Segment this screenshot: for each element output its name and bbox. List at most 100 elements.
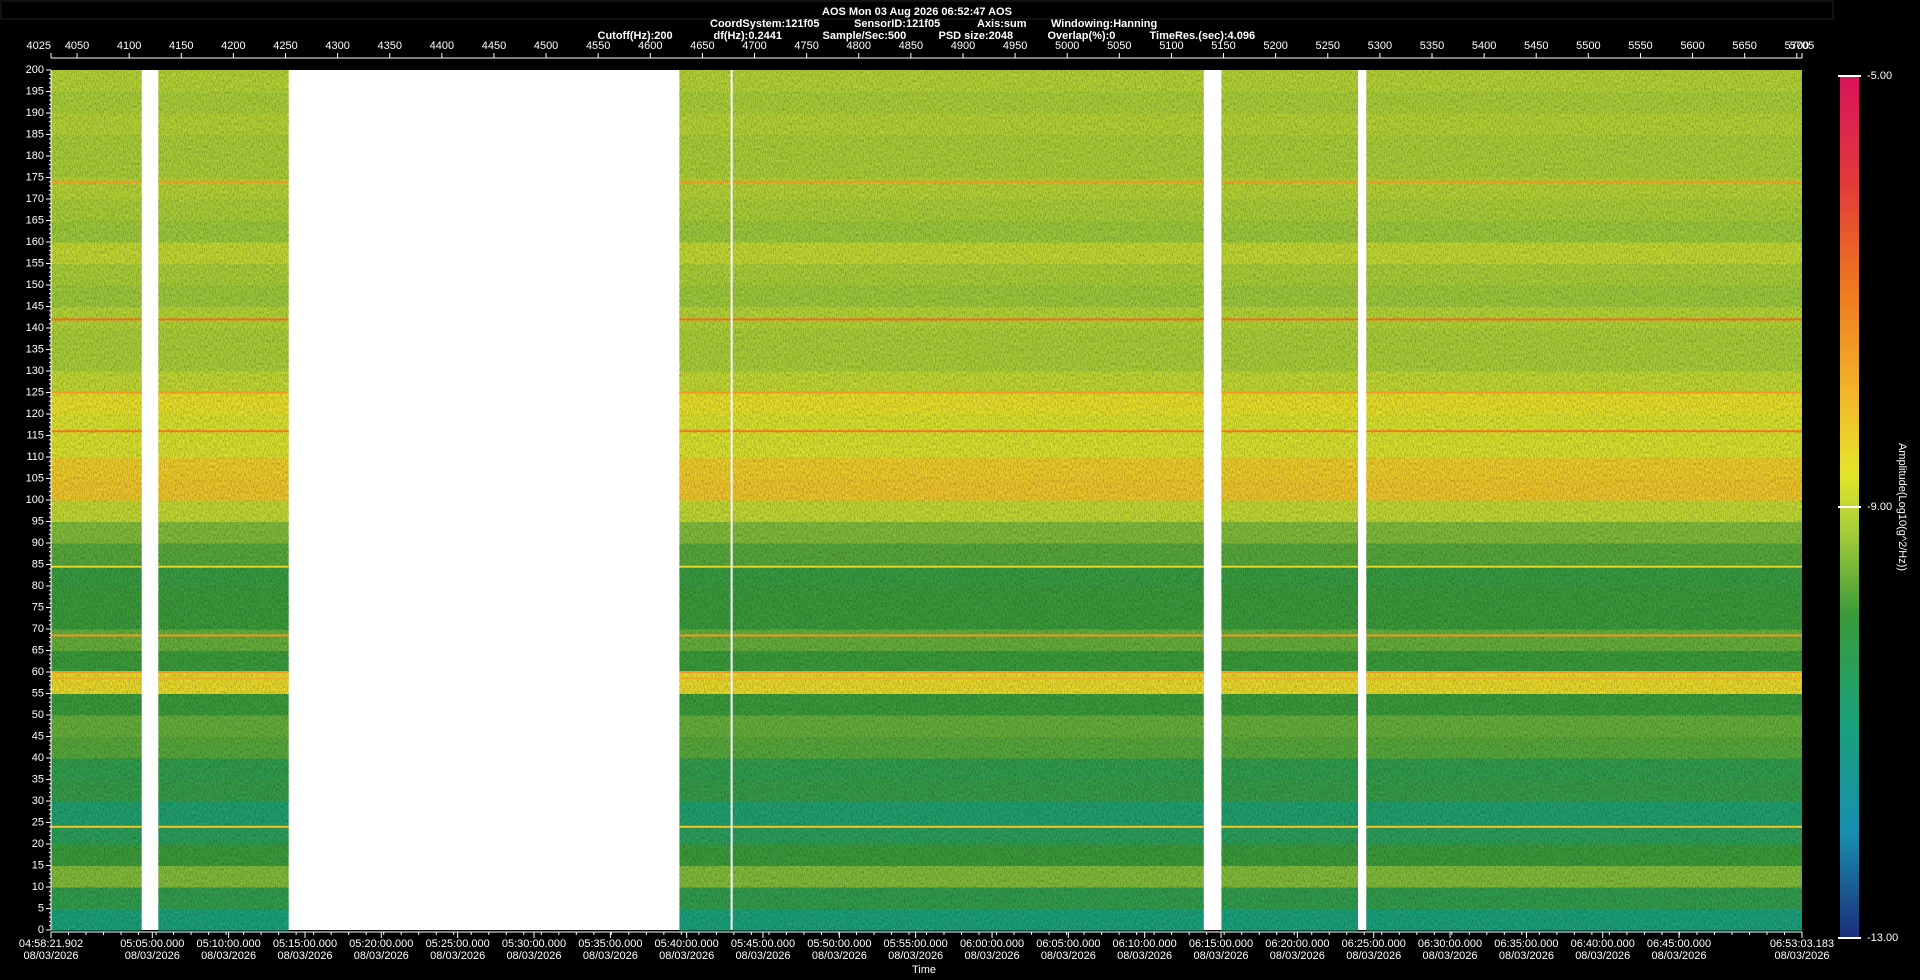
- texture: [1221, 70, 1358, 930]
- spectral-line: [1366, 430, 1802, 433]
- x-tick-label: 4800: [847, 40, 871, 52]
- y-tick-label: 120: [26, 408, 44, 420]
- spectral-line: [158, 677, 289, 680]
- date-tick-label: 08/03/2026: [1651, 950, 1706, 962]
- y-tick-label: 100: [26, 494, 44, 506]
- x-tick-label: 4400: [430, 40, 454, 52]
- y-tick-label: 200: [26, 64, 44, 76]
- x-tick-label: 4500: [534, 40, 558, 52]
- time-tick-label: 06:00:00.000: [960, 938, 1024, 950]
- spectral-line: [51, 430, 142, 433]
- y-tick-label: 65: [32, 644, 44, 656]
- time-tick-label: 06:30:00.000: [1418, 938, 1482, 950]
- spectral-line: [1221, 391, 1358, 394]
- date-tick-label: 08/03/2026: [735, 950, 790, 962]
- date-tick-label: 08/03/2026: [1270, 950, 1325, 962]
- spectral-line: [1366, 677, 1802, 680]
- spectral-line: [1366, 671, 1802, 673]
- x-tick-label: 5150: [1211, 40, 1235, 52]
- spectral-line: [679, 318, 731, 321]
- spectral-line: [732, 565, 1204, 568]
- date-tick-label: 08/03/2026: [965, 950, 1020, 962]
- x-tick-label: 5300: [1368, 40, 1392, 52]
- header-title: AOS Mon 03 Aug 2026 06:52:47 AOS: [822, 6, 1012, 18]
- date-tick-label: 08/03/2026: [1422, 950, 1477, 962]
- texture: [51, 70, 142, 930]
- spectral-line: [679, 671, 731, 673]
- time-tick-label: 05:25:00.000: [426, 938, 490, 950]
- x-tick-label: 5450: [1524, 40, 1548, 52]
- spectral-line: [158, 671, 289, 673]
- date-tick-label: 08/03/2026: [812, 950, 867, 962]
- x-tick-label: 4150: [169, 40, 193, 52]
- y-tick-label: 60: [32, 666, 44, 678]
- y-tick-label: 110: [26, 451, 44, 463]
- time-tick-label: 05:05:00.000: [120, 938, 184, 950]
- x-tick-label: 4550: [586, 40, 610, 52]
- spectral-line: [679, 430, 731, 433]
- date-tick-label: 08/03/2026: [659, 950, 714, 962]
- time-tick-label: 05:55:00.000: [884, 938, 948, 950]
- spectral-line: [51, 565, 142, 568]
- y-tick-label: 195: [26, 85, 44, 97]
- y-tick-label: 150: [26, 279, 44, 291]
- spectral-line: [1366, 180, 1802, 183]
- header-field: CoordSystem:121f05: [710, 18, 819, 30]
- colorbar-title: Amplitude(Log10(g^2/Hz)): [1896, 443, 1908, 571]
- spectral-line: [1221, 430, 1358, 433]
- date-tick-label: 08/03/2026: [125, 950, 180, 962]
- time-tick-label: 05:10:00.000: [196, 938, 260, 950]
- y-tick-label: 80: [32, 580, 44, 592]
- y-tick-label: 190: [26, 107, 44, 119]
- spectral-line: [1366, 825, 1802, 828]
- y-tick-label: 75: [32, 601, 44, 613]
- y-tick-label: 10: [32, 881, 44, 893]
- spectral-line: [732, 677, 1204, 680]
- date-tick-label: 08/03/2026: [1117, 950, 1172, 962]
- time-tick-label: 05:50:00.000: [807, 938, 871, 950]
- y-tick-label: 170: [26, 193, 44, 205]
- x-tick-label: 5500: [1576, 40, 1600, 52]
- y-tick-label: 95: [32, 515, 44, 527]
- x-tick-label: 5100: [1159, 40, 1183, 52]
- date-tick-label: 08/03/2026: [277, 950, 332, 962]
- x-tick-label: 4050: [65, 40, 89, 52]
- y-tick-label: 70: [32, 623, 44, 635]
- x-tick-label: 5050: [1107, 40, 1131, 52]
- x-tick-label: 4650: [690, 40, 714, 52]
- x-tick-label: 5000: [1055, 40, 1079, 52]
- time-tick-label: 05:45:00.000: [731, 938, 795, 950]
- spectral-line: [158, 430, 289, 433]
- y-tick-label: 175: [26, 171, 44, 183]
- spectral-line: [732, 318, 1204, 321]
- date-tick-label: 08/03/2026: [23, 950, 78, 962]
- spectral-line: [51, 634, 142, 637]
- time-tick-label: 06:15:00.000: [1189, 938, 1253, 950]
- date-tick-label: 08/03/2026: [430, 950, 485, 962]
- header-field: TimeRes.(sec):4.096: [1150, 30, 1256, 42]
- y-tick-label: 145: [26, 300, 44, 312]
- y-tick-label: 135: [26, 343, 44, 355]
- y-tick-label: 25: [32, 816, 44, 828]
- header-line3: Cutoff(Hz):200 df(Hz):0.2441 Sample/Sec:50…: [598, 30, 1256, 42]
- y-tick-label: 155: [26, 257, 44, 269]
- x-tick-label: 4750: [794, 40, 818, 52]
- date-tick-label: 08/03/2026: [1346, 950, 1401, 962]
- y-tick-label: 160: [26, 236, 44, 248]
- spectral-line: [679, 180, 731, 183]
- date-tick-label: 08/03/2026: [1041, 950, 1096, 962]
- y-tick-label: 85: [32, 558, 44, 570]
- spectral-line: [158, 634, 289, 637]
- spectral-line: [1221, 677, 1358, 680]
- x-tick-label: 4450: [482, 40, 506, 52]
- time-tick-label: 04:58:21.902: [19, 938, 83, 950]
- y-tick-label: 115: [26, 429, 44, 441]
- x-tick-label: 4250: [273, 40, 297, 52]
- spectral-line: [158, 565, 289, 568]
- time-tick-label: 06:53:03.183: [1770, 938, 1834, 950]
- time-tick-label: 06:05:00.000: [1036, 938, 1100, 950]
- texture: [1366, 70, 1802, 930]
- header-field: Sample/Sec:500: [823, 30, 907, 42]
